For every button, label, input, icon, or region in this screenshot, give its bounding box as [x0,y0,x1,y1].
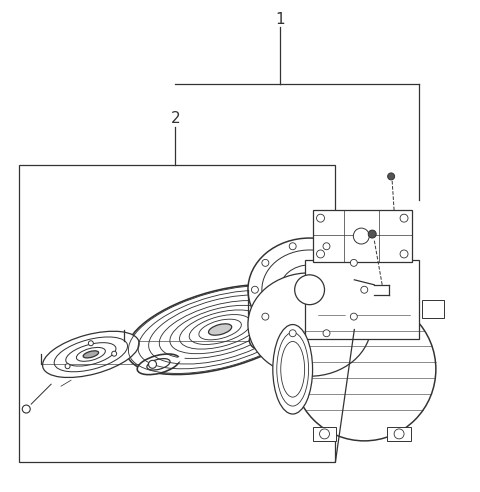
Ellipse shape [323,243,330,250]
Ellipse shape [320,429,329,439]
Bar [387,427,411,441]
Ellipse shape [262,259,269,266]
Bar [312,210,412,262]
Ellipse shape [148,360,156,369]
Ellipse shape [83,351,98,358]
Ellipse shape [208,324,232,335]
Ellipse shape [248,238,371,341]
Ellipse shape [368,230,376,238]
Ellipse shape [323,330,330,337]
Ellipse shape [289,330,296,337]
Ellipse shape [281,341,305,397]
Ellipse shape [293,298,436,441]
Ellipse shape [353,228,369,244]
Ellipse shape [295,275,324,305]
Ellipse shape [350,313,357,320]
Ellipse shape [400,250,408,258]
Ellipse shape [316,250,324,258]
Ellipse shape [276,319,319,340]
Ellipse shape [137,354,180,374]
Bar [422,300,444,317]
Ellipse shape [394,429,404,439]
Ellipse shape [88,341,93,346]
Ellipse shape [248,273,371,376]
Ellipse shape [388,173,395,180]
Ellipse shape [400,214,408,222]
Ellipse shape [280,265,339,314]
Ellipse shape [261,312,335,347]
Ellipse shape [250,307,346,353]
Ellipse shape [43,331,139,377]
Bar [305,260,419,339]
Ellipse shape [252,286,258,293]
Ellipse shape [76,347,105,361]
Text: 1: 1 [275,12,285,27]
Ellipse shape [262,250,357,330]
Bar [312,427,336,441]
Ellipse shape [289,243,296,250]
Ellipse shape [126,284,314,374]
Bar [19,165,336,462]
Ellipse shape [112,351,117,356]
Ellipse shape [66,342,116,366]
Ellipse shape [262,313,269,320]
Ellipse shape [54,337,128,372]
Ellipse shape [65,364,70,369]
Ellipse shape [350,259,357,266]
Text: 2: 2 [170,111,180,126]
Ellipse shape [22,405,30,413]
Ellipse shape [147,359,170,370]
Ellipse shape [361,286,368,293]
Ellipse shape [277,333,309,406]
Ellipse shape [273,325,312,414]
Ellipse shape [316,214,324,222]
